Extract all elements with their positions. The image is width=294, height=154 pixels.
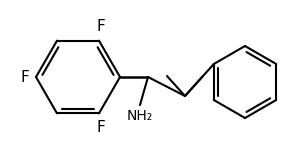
Text: F: F — [20, 69, 29, 85]
Text: F: F — [97, 19, 105, 34]
Text: F: F — [97, 120, 105, 135]
Text: NH₂: NH₂ — [127, 109, 153, 123]
